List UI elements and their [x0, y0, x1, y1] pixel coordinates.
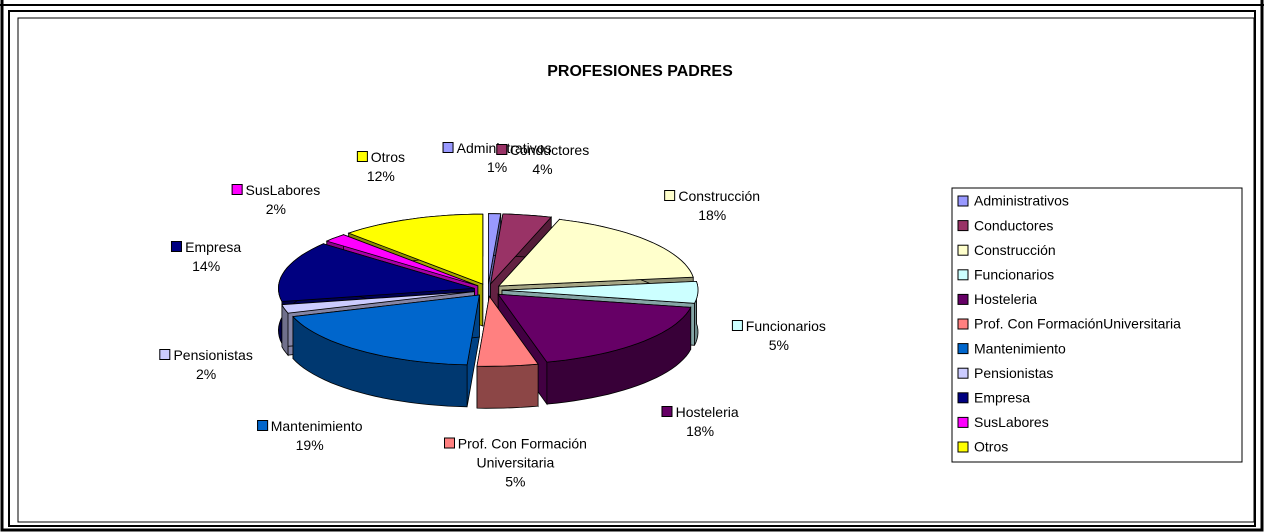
label-name: Funcionarios — [745, 318, 826, 335]
label-key — [495, 144, 507, 156]
label-value: 5% — [505, 473, 526, 490]
label-key — [442, 142, 454, 154]
label-name: Hosteleria — [675, 404, 739, 421]
label-value: 18% — [698, 206, 727, 223]
legend-box — [951, 187, 1243, 463]
data-label: Mantenimiento 19% — [256, 417, 363, 455]
data-label: Otros 12% — [356, 148, 405, 186]
label-value: 4% — [532, 161, 553, 178]
legend-key — [957, 244, 969, 256]
data-label: Prof. Con Formación Universitaria 5% — [420, 435, 610, 492]
label-key — [731, 320, 743, 332]
data-label: Funcionarios 5% — [731, 317, 826, 355]
slice — [347, 213, 484, 285]
label-value: 18% — [686, 423, 715, 440]
data-label: Hosteleria 18% — [661, 403, 739, 441]
legend-key — [957, 343, 969, 355]
label-key — [356, 151, 368, 163]
legend-key — [957, 367, 969, 379]
legend-label: Pensionistas — [974, 365, 1053, 381]
legend-label: Funcionarios — [974, 267, 1054, 283]
slice — [476, 295, 539, 367]
legend-key — [957, 269, 969, 281]
label-key — [171, 241, 183, 253]
slice — [281, 291, 475, 314]
slice — [292, 294, 480, 366]
slice-side — [476, 363, 539, 409]
label-name: Empresa — [185, 239, 242, 256]
legend-key — [957, 195, 969, 207]
slice — [501, 280, 699, 304]
label-name: Construcción — [678, 187, 761, 204]
slice — [489, 213, 553, 286]
label-key — [159, 348, 171, 360]
label-name: Mantenimiento — [270, 418, 363, 435]
label-name: Prof. Con Formación Universitaria — [457, 435, 587, 471]
label-key — [443, 437, 455, 449]
legend-label: Conductores — [974, 217, 1053, 233]
label-key — [661, 406, 673, 418]
label-key — [231, 183, 243, 195]
legend-label: SusLabores — [974, 414, 1049, 430]
slice — [325, 234, 478, 287]
data-label: SusLabores 2% — [231, 181, 321, 219]
label-name: Conductores — [509, 142, 590, 159]
label-value: 19% — [295, 437, 324, 454]
legend-key — [957, 441, 969, 453]
legend-label: Construcción — [974, 242, 1056, 258]
label-name: Pensionistas — [173, 346, 253, 363]
legend-label: Administrativos — [974, 193, 1069, 209]
slice — [277, 243, 475, 302]
data-label: Conductores 4% — [495, 141, 590, 179]
label-name: SusLabores — [245, 181, 321, 198]
legend-key — [957, 220, 969, 232]
label-value: 2% — [196, 365, 217, 382]
legend-label: Prof. Con FormaciónUniversitaria — [974, 316, 1181, 332]
label-value: 2% — [265, 200, 286, 217]
legend-key — [957, 293, 969, 305]
slice — [497, 293, 692, 363]
data-label: Pensionistas 2% — [159, 346, 253, 384]
legend-label: Hosteleria — [974, 291, 1037, 307]
chart-title: PROFESIONES PADRES — [547, 63, 733, 80]
label-value: 14% — [192, 258, 221, 275]
label-value: 12% — [366, 168, 395, 185]
inner-frame — [8, 10, 1256, 527]
legend-label: Empresa — [974, 390, 1030, 406]
legend-key — [957, 416, 969, 428]
legend-key — [957, 318, 969, 330]
slice — [488, 213, 502, 284]
slice — [497, 218, 694, 287]
legend-key — [957, 392, 969, 404]
data-label: Construcción 18% — [664, 187, 760, 225]
label-key — [256, 420, 268, 432]
label-value: 5% — [768, 337, 789, 354]
label-key — [664, 189, 676, 201]
label-name: Otros — [370, 149, 405, 166]
label-value: 1% — [487, 159, 508, 176]
legend-label: Otros — [974, 439, 1008, 455]
legend-label: Mantenimiento — [974, 340, 1066, 356]
data-label: Empresa 14% — [171, 238, 241, 276]
